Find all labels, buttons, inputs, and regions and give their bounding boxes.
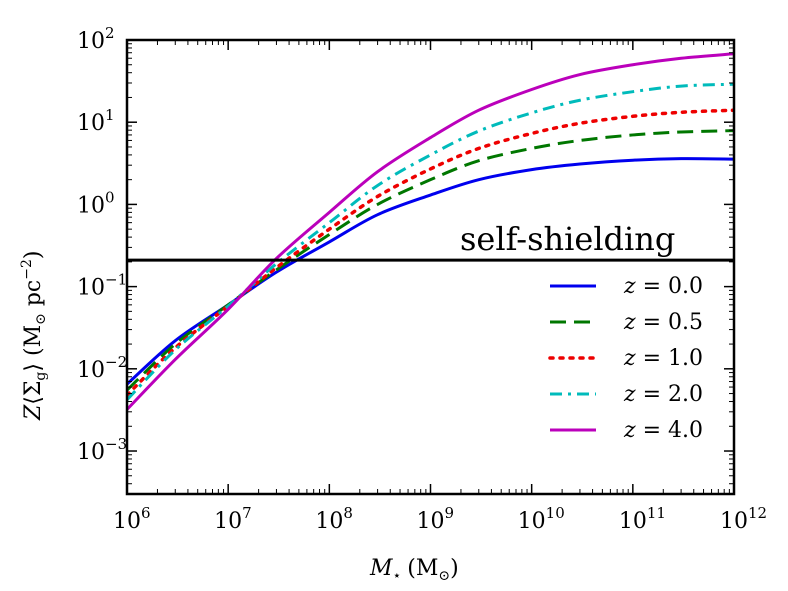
legend: z = 0.0 z = 0.5 z = 1.0 z = 2.0 z = 4.0 bbox=[548, 274, 703, 443]
legend-label-3: z = 2.0 bbox=[623, 382, 703, 407]
x-axis-label: M⋆ (M⊙) bbox=[369, 556, 459, 584]
y-tick-label: 10−1 bbox=[77, 271, 127, 301]
series-line-2 bbox=[127, 108, 734, 397]
x-tick-label: 106 bbox=[113, 504, 151, 534]
y-tick-label: 102 bbox=[77, 24, 115, 54]
x-tick-label: 107 bbox=[214, 504, 252, 534]
self-shielding-label: self-shielding bbox=[460, 220, 675, 258]
legend-label-1: z = 0.5 bbox=[623, 310, 703, 335]
y-tick-label: 10−2 bbox=[77, 353, 127, 383]
x-tick-label: 1012 bbox=[720, 504, 767, 534]
y-tick-label: 10−3 bbox=[77, 435, 127, 465]
x-tick-label: 109 bbox=[417, 504, 455, 534]
series-line-4 bbox=[127, 52, 734, 411]
legend-label-2: z = 1.0 bbox=[623, 346, 703, 371]
y-axis-label: Z⟨Σg⟩ (M⊙ pc−2) bbox=[19, 251, 49, 421]
y-tick-label: 101 bbox=[77, 106, 115, 136]
y-tick-label: 100 bbox=[77, 188, 115, 218]
series-line-3 bbox=[127, 82, 734, 401]
legend-label-0: z = 0.0 bbox=[623, 274, 703, 299]
x-tick-label: 1011 bbox=[619, 504, 666, 534]
x-tick-label: 108 bbox=[315, 504, 353, 534]
x-tick-label: 1010 bbox=[518, 504, 565, 534]
legend-label-4: z = 4.0 bbox=[623, 418, 703, 443]
plot-frame bbox=[125, 38, 736, 496]
